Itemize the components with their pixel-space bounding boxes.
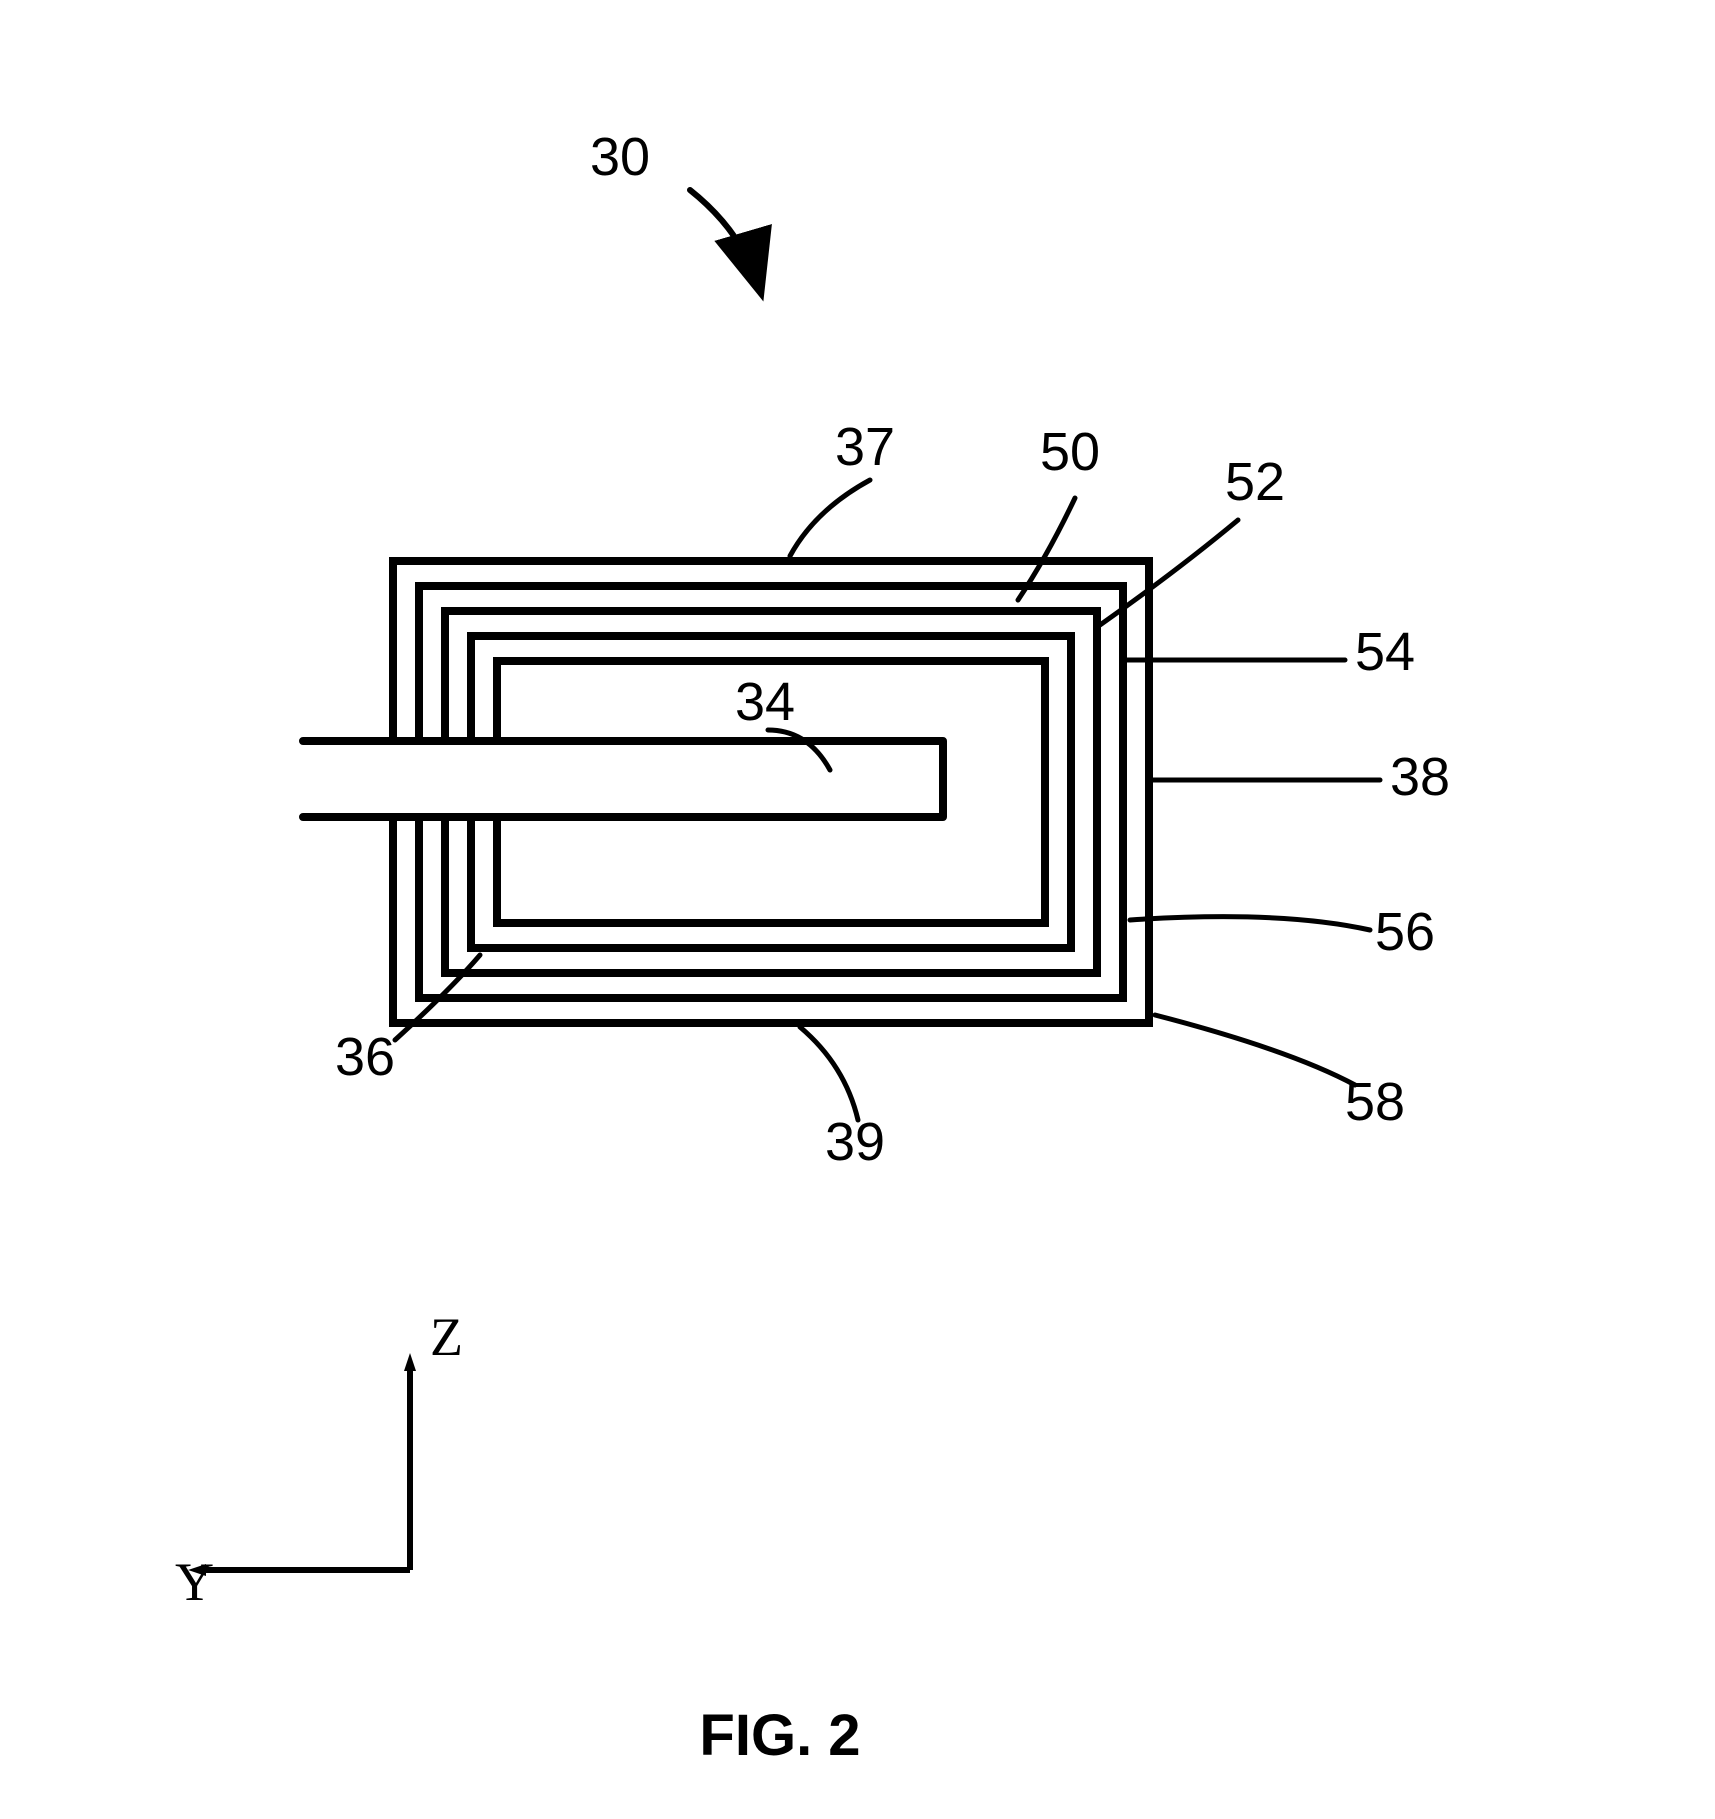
label-39: 39 [825,1112,885,1172]
label-50: 50 [1040,422,1100,482]
leader-30 [690,190,760,290]
label-54: 54 [1355,622,1415,682]
leader-37 [790,480,870,556]
label-56: 56 [1375,902,1435,962]
label-38: 38 [1390,747,1450,807]
label-37: 37 [835,417,895,477]
leader-52 [1100,520,1238,625]
axis-z-label: Z [430,1307,463,1367]
label-52: 52 [1225,452,1285,512]
leader-56 [1130,917,1370,930]
leader-58 [1155,1015,1355,1085]
label-34: 34 [735,672,795,732]
axis-y-label: Y [175,1552,214,1612]
leader-39 [800,1027,858,1120]
label-36: 36 [335,1027,395,1087]
label-58: 58 [1345,1072,1405,1132]
figure-caption: FIG. 2 [699,1703,860,1768]
figure-2: 30 34 36 37 38 39 50 52 54 56 58 Z Y FIG. 2 [0,0,1715,1819]
port-fill [303,741,943,817]
label-30: 30 [590,127,650,187]
